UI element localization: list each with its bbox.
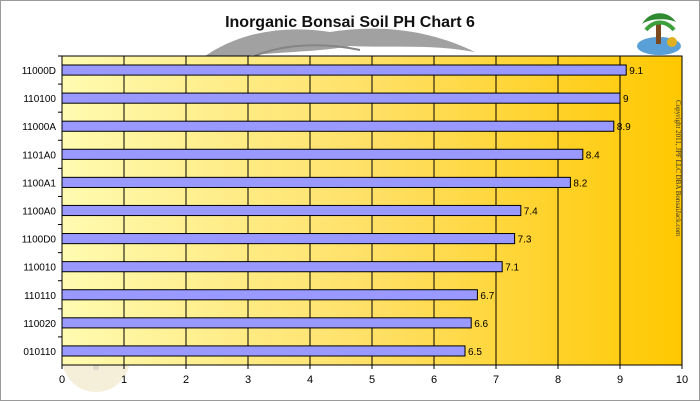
bar (61, 92, 621, 104)
x-tick-label: 9 (617, 374, 623, 386)
y-tick-label: 110110 (24, 291, 56, 302)
y-tick-label: 110020 (23, 319, 56, 330)
x-tick-label: 10 (676, 374, 688, 386)
x-tick-label: 2 (183, 374, 189, 386)
x-tick-label: 1 (121, 374, 127, 386)
bar (61, 64, 627, 76)
plot-border (61, 55, 683, 366)
bar-value-label: 6.7 (480, 291, 494, 302)
bar-value-label: 6.6 (474, 319, 488, 330)
y-tick-label: 110010 (23, 263, 56, 274)
bar (61, 120, 615, 132)
y-tick-label: 1100A1 (22, 178, 56, 189)
bar-value-label: 6.5 (468, 347, 482, 358)
x-tick-label: 7 (493, 374, 499, 386)
bar (61, 148, 584, 160)
bar-value-label: 9.1 (629, 66, 643, 77)
y-tick-label: 110100 (23, 94, 56, 105)
y-tick-label: 1101A0 (22, 150, 56, 161)
bar (61, 345, 466, 357)
y-tick-label: 010110 (23, 347, 56, 358)
y-tick-label: 1100D0 (22, 235, 57, 246)
x-tick-label: 3 (245, 374, 251, 386)
bar (61, 204, 522, 217)
y-tick-label: 11000A (22, 122, 56, 133)
y-tick-label: 11000D (22, 66, 56, 77)
x-tick-label: 6 (431, 374, 437, 386)
bar-value-label: 8.9 (617, 122, 631, 133)
bar (61, 176, 571, 188)
bonsai-logo-icon (637, 13, 681, 55)
bar-value-label: 8.2 (573, 178, 587, 189)
x-tick-label: 8 (555, 374, 561, 386)
chart-title: Inorganic Bonsai Soil PH Chart 6 (225, 14, 475, 31)
x-tick-label: 0 (59, 374, 65, 386)
bar-value-label: 7.4 (524, 207, 538, 218)
bar (61, 317, 472, 329)
bar-value-label: 8.4 (586, 150, 600, 161)
bar-value-label: 7.3 (518, 235, 532, 246)
x-tick-label: 4 (307, 374, 313, 386)
bonsai-tree-illustration (195, 28, 475, 64)
bar-value-label: 7.1 (505, 263, 519, 274)
copyright-notice: Copyright 2011, JPF LLC DBA BonsaiJack.c… (674, 100, 682, 237)
bar (61, 233, 516, 245)
bar-value-label: 9 (623, 94, 629, 105)
x-tick-label: 5 (369, 374, 375, 386)
y-tick-label: 1100A0 (22, 207, 56, 218)
bar (61, 289, 478, 301)
bar (61, 261, 503, 273)
